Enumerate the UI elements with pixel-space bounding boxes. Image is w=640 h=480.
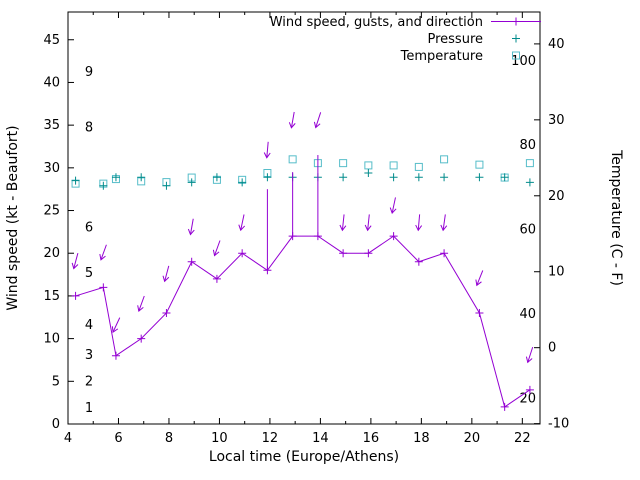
legend-label-pressure: Pressure	[427, 32, 483, 47]
legend-samples	[491, 17, 541, 60]
svg-text:10: 10	[211, 431, 228, 446]
svg-text:80: 80	[519, 138, 536, 153]
svg-text:40: 40	[519, 307, 536, 322]
svg-text:3: 3	[85, 348, 93, 363]
y-right-axis: -10 0 10 20 30 40	[534, 37, 569, 432]
svg-text:6: 6	[114, 431, 122, 446]
svg-text:8: 8	[165, 431, 173, 446]
svg-text:4: 4	[64, 431, 72, 446]
pressure-series	[71, 168, 534, 190]
svg-text:12: 12	[262, 431, 279, 446]
svg-text:20: 20	[519, 391, 536, 406]
svg-text:20: 20	[43, 246, 60, 261]
legend-label-wind: Wind speed, gusts, and direction	[270, 15, 483, 30]
beaufort-scale-labels: 1 2 3 4 5 6 8 9	[85, 65, 93, 416]
temperature-series	[71, 155, 534, 188]
x-axis-title: Local time (Europe/Athens)	[209, 449, 399, 465]
svg-text:30: 30	[548, 113, 565, 128]
y-left-axis: 0 5 10 15 20 25 30 35 40 45	[43, 33, 74, 432]
svg-text:0: 0	[52, 417, 60, 432]
svg-text:20: 20	[548, 189, 565, 204]
legend-label-temperature: Temperature	[400, 49, 483, 64]
svg-text:40: 40	[43, 75, 60, 90]
svg-text:0: 0	[548, 341, 556, 356]
svg-text:-10: -10	[548, 417, 569, 432]
svg-text:5: 5	[85, 266, 93, 281]
svg-text:100: 100	[511, 54, 536, 69]
svg-text:35: 35	[43, 118, 60, 133]
svg-text:2: 2	[85, 374, 93, 389]
wind-direction-arrows	[71, 111, 534, 364]
svg-text:9: 9	[85, 65, 93, 80]
svg-text:5: 5	[52, 374, 60, 389]
fahrenheit-scale-labels: 20 40 60 80 100	[511, 54, 536, 407]
svg-text:20: 20	[464, 431, 481, 446]
svg-text:45: 45	[43, 33, 60, 48]
svg-text:40: 40	[548, 37, 565, 52]
x-axis: 4 6 8 10 12 14 16 18 20 22	[64, 12, 531, 446]
svg-text:10: 10	[43, 332, 60, 347]
svg-text:8: 8	[85, 121, 93, 136]
svg-text:30: 30	[43, 161, 60, 176]
y-right-axis-title: Temperature (C - F)	[608, 149, 624, 286]
y-left-axis-title: Wind speed (kt - Beaufort)	[5, 125, 21, 310]
svg-text:22: 22	[514, 431, 531, 446]
svg-text:10: 10	[548, 265, 565, 280]
svg-text:16: 16	[363, 431, 380, 446]
svg-text:25: 25	[43, 204, 60, 219]
plot-border	[67, 11, 541, 425]
svg-text:1: 1	[85, 401, 93, 416]
svg-text:14: 14	[312, 431, 329, 446]
svg-text:60: 60	[519, 223, 536, 238]
gust-bars	[266, 155, 319, 271]
svg-text:15: 15	[43, 289, 60, 304]
wind-series	[71, 232, 534, 411]
svg-text:4: 4	[85, 318, 93, 333]
svg-text:18: 18	[413, 431, 430, 446]
plot-layer: 4 6 8 10 12 14 16 18 20 22051015202530354045-1001…	[43, 11, 569, 446]
svg-text:6: 6	[85, 221, 93, 236]
